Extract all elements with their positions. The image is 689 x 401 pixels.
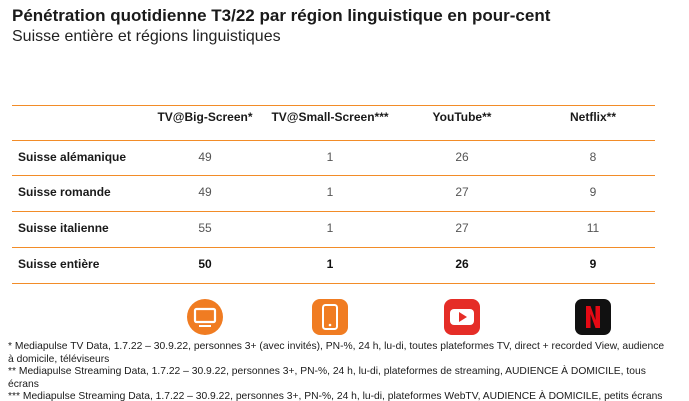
- table-cell: 1: [326, 185, 334, 199]
- footnote: * Mediapulse TV Data, 1.7.22 – 30.9.22, …: [8, 341, 665, 365]
- row-divider: [12, 140, 655, 141]
- table-cell: 1: [326, 149, 334, 164]
- table-cell: 26: [455, 257, 469, 271]
- table-cell: 8: [589, 149, 597, 164]
- table-cell: 9: [589, 185, 597, 199]
- subtitle: Suisse entière et régions linguistiques: [12, 28, 281, 45]
- footnote: *** Mediapulse Streaming Data, 1.7.22 – …: [8, 391, 663, 401]
- table-cell: 55: [198, 221, 212, 235]
- table-cell: 9: [589, 257, 597, 271]
- row-divider: [12, 175, 655, 176]
- table-cell: 26: [455, 149, 469, 164]
- table-cell: 1: [326, 257, 334, 271]
- table-cell: 27: [455, 221, 469, 235]
- column-header: TV@Small-Screen***: [271, 110, 389, 124]
- netflix-icon: [575, 299, 611, 335]
- column-header: YouTube**: [432, 110, 492, 124]
- footnotes: * Mediapulse TV Data, 1.7.22 – 30.9.22, …: [8, 341, 668, 401]
- table-cell: 49: [198, 149, 212, 164]
- column-header: Netflix**: [569, 110, 617, 124]
- row-label: Suisse entière: [18, 257, 100, 271]
- footnote: ** Mediapulse Streaming Data, 1.7.22 – 3…: [8, 366, 646, 390]
- table-cell: 49: [198, 185, 212, 199]
- column-header: TV@Big-Screen*: [157, 110, 253, 124]
- smartphone-icon: [312, 299, 348, 335]
- row-divider: [12, 283, 655, 284]
- youtube-icon: [444, 299, 480, 335]
- table-cell: 50: [198, 257, 212, 271]
- title: Pénétration quotidienne T3/22 par région…: [12, 6, 551, 25]
- row-divider: [12, 247, 655, 248]
- table-cell: 11: [586, 221, 600, 235]
- row-divider: [12, 211, 655, 212]
- row-label: Suisse italienne: [18, 221, 109, 235]
- tv-icon: [187, 299, 223, 335]
- row-label: Suisse alémanique: [18, 149, 127, 164]
- row-divider: [12, 105, 655, 106]
- row-label: Suisse romande: [18, 185, 111, 199]
- table-cell: 1: [326, 221, 334, 235]
- table-cell: 27: [455, 185, 469, 199]
